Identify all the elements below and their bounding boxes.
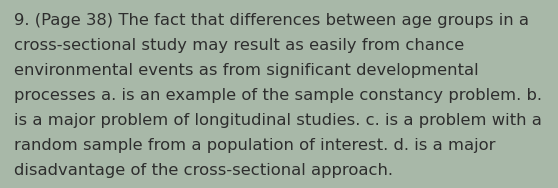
Text: processes a. is an example of the sample constancy problem. b.: processes a. is an example of the sample… <box>14 88 542 103</box>
Text: cross-sectional study may result as easily from chance: cross-sectional study may result as easi… <box>14 38 464 53</box>
Text: 9. (Page 38) The fact that differences between age groups in a: 9. (Page 38) The fact that differences b… <box>14 13 529 28</box>
Text: disadvantage of the cross-sectional approach.: disadvantage of the cross-sectional appr… <box>14 163 393 178</box>
Text: environmental events as from significant developmental: environmental events as from significant… <box>14 63 479 78</box>
Text: random sample from a population of interest. d. is a major: random sample from a population of inter… <box>14 138 496 153</box>
Text: is a major problem of longitudinal studies. c. is a problem with a: is a major problem of longitudinal studi… <box>14 113 542 128</box>
